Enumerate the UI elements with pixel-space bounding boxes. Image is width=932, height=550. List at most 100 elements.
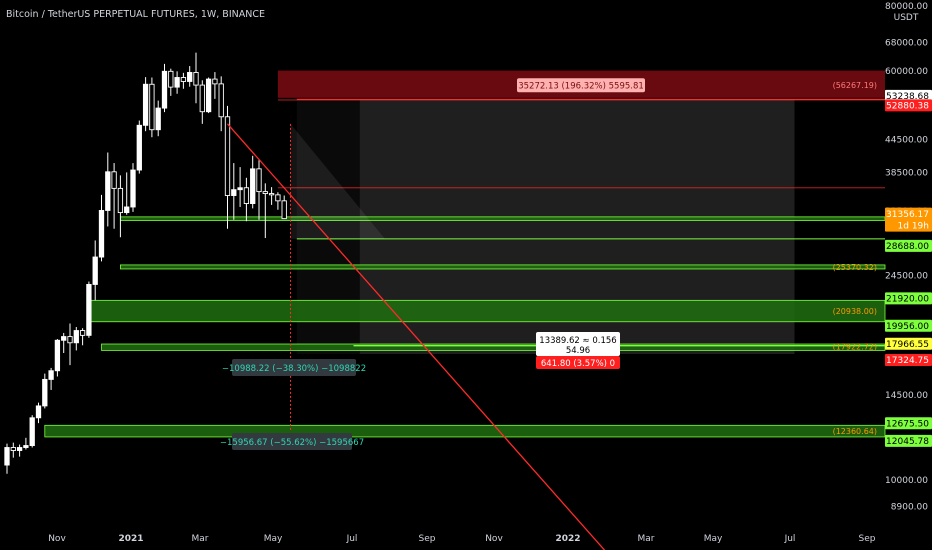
candle-body	[130, 169, 136, 208]
x-tick-label: Jul	[346, 534, 358, 544]
y-tick-label: 80000.00	[885, 2, 928, 12]
x-tick-label: Jul	[784, 534, 796, 544]
price-tag	[885, 354, 932, 367]
candle-body	[61, 336, 67, 341]
candle-body	[205, 78, 212, 113]
x-tick-label: Mar	[192, 534, 209, 544]
candle-body	[142, 83, 149, 126]
price-tag-text: 31356.17	[886, 210, 929, 220]
chart-title: Bitcoin / TetherUS PERPETUAL FUTURES, 1W…	[6, 9, 265, 20]
candle-body	[180, 77, 187, 82]
candle-body	[54, 339, 61, 372]
price-tag	[885, 434, 932, 447]
candle-body	[237, 187, 243, 191]
candle-body	[231, 189, 237, 196]
x-tick-label: Sep	[859, 534, 876, 544]
green-zone	[44, 424, 886, 438]
candle-body	[92, 256, 98, 285]
ratio-red-label: 641.80 (3.57%) 0	[541, 359, 615, 369]
candle-body	[111, 171, 117, 189]
candle-body	[275, 194, 281, 202]
level-label: (12360.64)	[833, 427, 877, 436]
price-tag	[885, 99, 932, 112]
candle-body	[212, 78, 218, 85]
x-tick-label: 2021	[118, 534, 143, 544]
price-tag-text: 52880.38	[886, 102, 929, 112]
price-tag-text: 17966.55	[886, 340, 929, 350]
price-tag-subtext: 1d 19h	[898, 222, 929, 232]
red-zone	[277, 187, 885, 189]
price-tag-text: 53238.68	[886, 92, 929, 102]
candle-body	[16, 447, 23, 451]
trendline	[227, 123, 606, 550]
candle-body	[10, 447, 16, 451]
measure-label-2: −15956.67 (−55.62%) −1595667	[220, 438, 364, 448]
y-tick-label: 14500.00	[885, 391, 928, 401]
time-axis: Nov 2021 Mar May Jul Sep Nov 2022 Mar May Jul Sep	[48, 534, 876, 544]
x-tick-label: Nov	[48, 534, 66, 544]
candle-body	[281, 200, 287, 220]
x-tick-label: Sep	[419, 534, 436, 544]
candle-body	[218, 83, 224, 118]
candle-body	[23, 445, 29, 448]
range-top-label: 35272.13 (196.32%) 5595.81	[518, 82, 644, 92]
candle-body	[168, 70, 174, 88]
y-tick-label: 68000.00	[885, 39, 928, 49]
candle-body	[224, 116, 231, 196]
candle-body	[86, 283, 92, 336]
candle-body	[67, 336, 73, 344]
x-tick-label: May	[264, 534, 283, 544]
level-label: (20938.00)	[833, 307, 877, 316]
candle-body	[187, 72, 193, 82]
candle-body	[136, 124, 142, 171]
y-tick-label: 60000.00	[885, 67, 928, 77]
x-tick-label: May	[704, 534, 723, 544]
unit-label: USDT	[894, 13, 919, 23]
price-tag-text: 12045.78	[886, 437, 929, 447]
level-label: (17922.72)	[833, 342, 877, 351]
triangle-shade	[290, 123, 385, 239]
price-tag	[885, 89, 932, 102]
ratio-box	[536, 332, 620, 356]
candle-body	[161, 70, 168, 109]
green-zone	[120, 216, 886, 221]
candle-body	[29, 417, 35, 446]
x-tick-label: Mar	[638, 534, 655, 544]
ratio-red-box	[536, 356, 620, 369]
measure-box-2	[232, 433, 352, 450]
candle-body	[262, 191, 268, 194]
y-tick-label: 10000.00	[885, 476, 928, 486]
candle-body	[98, 210, 105, 258]
candle-body	[79, 330, 86, 336]
price-tag-text: 21920.00	[886, 295, 929, 305]
level-label: (56267.19)	[833, 81, 877, 90]
price-tag-text: 28688.00	[886, 242, 929, 252]
candle-body	[124, 206, 130, 214]
level-label: (25370.32)	[833, 263, 877, 272]
price-tag-text: 17324.75	[886, 356, 929, 366]
candle-body	[149, 83, 155, 131]
price-tag-text: 19956.00	[886, 322, 929, 332]
candle-body	[155, 107, 161, 131]
candle-body	[42, 378, 48, 407]
green-zone	[101, 343, 886, 351]
x-tick-label: 2022	[555, 534, 580, 544]
candle-body	[243, 187, 250, 204]
candle-body	[199, 84, 205, 113]
candles-layer	[4, 52, 287, 474]
candle-body	[48, 370, 54, 380]
price-tag	[885, 319, 932, 332]
candle-body	[35, 405, 42, 419]
ratio-line-2: 54.96	[566, 346, 590, 356]
range-top-box	[517, 78, 645, 93]
candle-body	[117, 187, 124, 214]
candle-body	[4, 447, 10, 466]
price-tag	[885, 207, 932, 232]
green-zone	[88, 299, 886, 323]
green-zone	[120, 264, 886, 270]
y-tick-label: 38500.00	[885, 168, 928, 178]
candle-body	[105, 171, 111, 211]
x-tick-label: Nov	[485, 534, 503, 544]
